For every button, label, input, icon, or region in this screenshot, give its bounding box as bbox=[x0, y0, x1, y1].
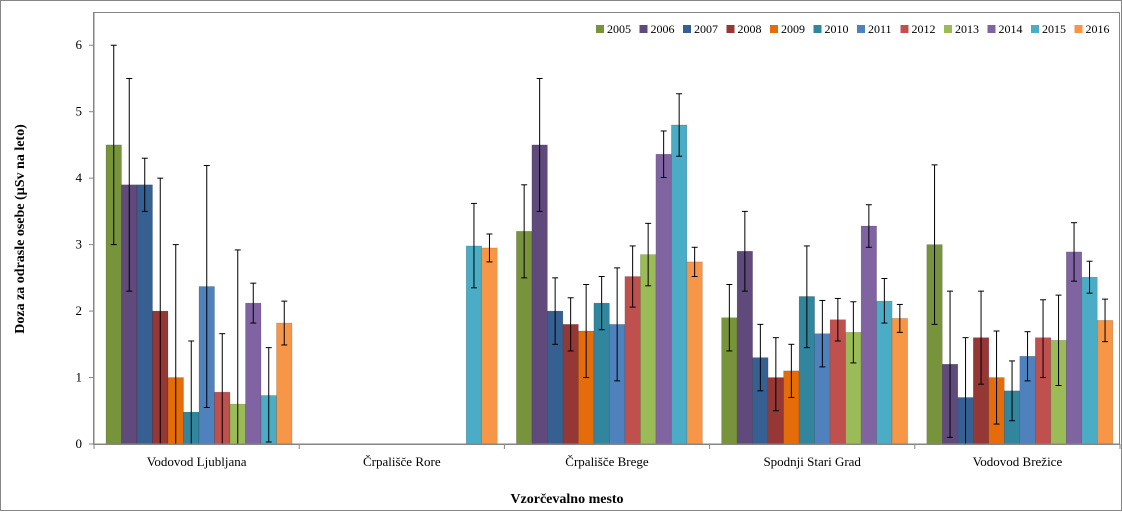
legend-swatch bbox=[1031, 25, 1039, 33]
legend-label: 2008 bbox=[738, 22, 762, 36]
y-tick-label: 6 bbox=[76, 37, 83, 52]
legend-swatch bbox=[770, 25, 778, 33]
legend-label: 2014 bbox=[999, 22, 1023, 36]
y-tick-label: 5 bbox=[76, 104, 83, 119]
bar bbox=[671, 124, 688, 445]
legend: 2005 2006 2007 2008 2009 2010 2011 2012 2013 2014… bbox=[596, 22, 1110, 36]
legend-label: 2013 bbox=[955, 22, 979, 36]
bar bbox=[136, 184, 153, 445]
legend-swatch bbox=[900, 25, 909, 33]
legend-label: 2016 bbox=[1086, 22, 1110, 36]
legend-swatch bbox=[596, 25, 604, 33]
bar bbox=[481, 247, 498, 445]
bar bbox=[655, 153, 672, 445]
legend-swatch bbox=[639, 25, 648, 33]
legend-label: 2007 bbox=[694, 22, 718, 36]
axes-group: 0 1 2 3 4 5 6 Vodovod Ljubljana Črpališče Rore Čr… bbox=[76, 12, 1121, 469]
legend-swatch bbox=[813, 25, 822, 33]
legend-swatch bbox=[726, 25, 735, 33]
x-tick-label: Črpališče Rore bbox=[363, 454, 441, 469]
legend-label: 2011 bbox=[868, 22, 892, 36]
y-axis-title: Doza za odrasle osebe (µSv na leto) bbox=[13, 124, 28, 334]
x-tick-label: Črpališče Brege bbox=[565, 454, 649, 469]
x-tick-label: Vodovod Ljubljana bbox=[147, 454, 247, 469]
bar bbox=[860, 225, 877, 445]
legend-swatch bbox=[1074, 25, 1083, 33]
legend-label: 2010 bbox=[825, 22, 849, 36]
legend-label: 2005 bbox=[607, 22, 631, 36]
legend-label: 2015 bbox=[1042, 22, 1066, 36]
x-tick-label: Vodovod Brežice bbox=[973, 454, 1063, 469]
x-tick-label: Spodnji Stari Grad bbox=[763, 454, 861, 469]
x-axis-title: Vzorčevalno mesto bbox=[510, 492, 623, 507]
bar bbox=[891, 318, 908, 445]
bar bbox=[1081, 276, 1098, 445]
y-tick-label: 0 bbox=[76, 436, 83, 451]
bars-group bbox=[105, 44, 1114, 445]
legend-swatch bbox=[944, 25, 952, 33]
legend-label: 2012 bbox=[912, 22, 936, 36]
bar bbox=[686, 261, 703, 445]
y-tick-label: 2 bbox=[76, 303, 83, 318]
bar bbox=[245, 302, 262, 445]
legend-swatch bbox=[683, 25, 691, 33]
legend-swatch bbox=[857, 25, 865, 33]
legend-label: 2009 bbox=[781, 22, 805, 36]
y-tick-label: 4 bbox=[76, 170, 83, 185]
legend-label: 2006 bbox=[651, 22, 675, 36]
legend-swatch bbox=[987, 25, 996, 33]
y-tick-label: 1 bbox=[76, 370, 83, 385]
y-tick-label: 3 bbox=[76, 237, 83, 252]
